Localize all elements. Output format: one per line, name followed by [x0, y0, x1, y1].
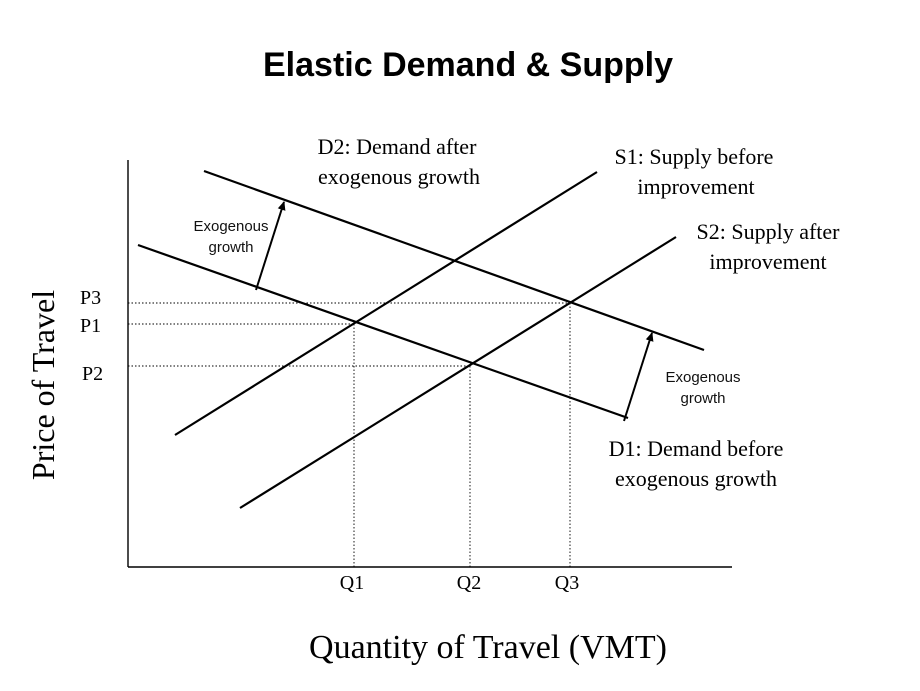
x-axis-label: Quantity of Travel (VMT)	[309, 629, 667, 666]
d2-label-line2: exogenous growth	[318, 164, 480, 189]
d2-label-line1: D2: Demand after	[318, 134, 477, 159]
growth-annotation-right-line2: growth	[680, 390, 725, 407]
growth-annotation-left-line2: growth	[208, 239, 253, 256]
diagram-title: Elastic Demand & Supply	[263, 46, 673, 84]
s1-label-line1: S1: Supply before	[615, 144, 774, 169]
price-label-p3: P3	[80, 287, 101, 309]
growth-arrow-left	[255, 201, 286, 291]
growth-arrow-right	[623, 332, 654, 422]
s2-supply-curve	[239, 236, 677, 509]
d1-label-line1: D1: Demand before	[609, 436, 784, 461]
s1-label-line2: improvement	[637, 174, 754, 199]
y-axis-label: Price of Travel	[25, 290, 61, 480]
quantity-label-q3: Q3	[555, 572, 579, 594]
s2-label-line1: S2: Supply after	[697, 219, 841, 244]
price-label-p1: P1	[80, 315, 101, 337]
growth-annotation-left-line1: Exogenous	[193, 218, 268, 235]
quantity-label-q2: Q2	[457, 572, 481, 594]
growth-annotation-right-line1: Exogenous	[665, 369, 740, 386]
d1-demand-curve	[137, 243, 629, 420]
s1-supply-curve	[174, 171, 598, 436]
d1-label-line2: exogenous growth	[615, 466, 777, 491]
s2-label-line2: improvement	[709, 249, 826, 274]
quantity-label-q1: Q1	[340, 572, 364, 594]
price-label-p2: P2	[82, 363, 103, 385]
